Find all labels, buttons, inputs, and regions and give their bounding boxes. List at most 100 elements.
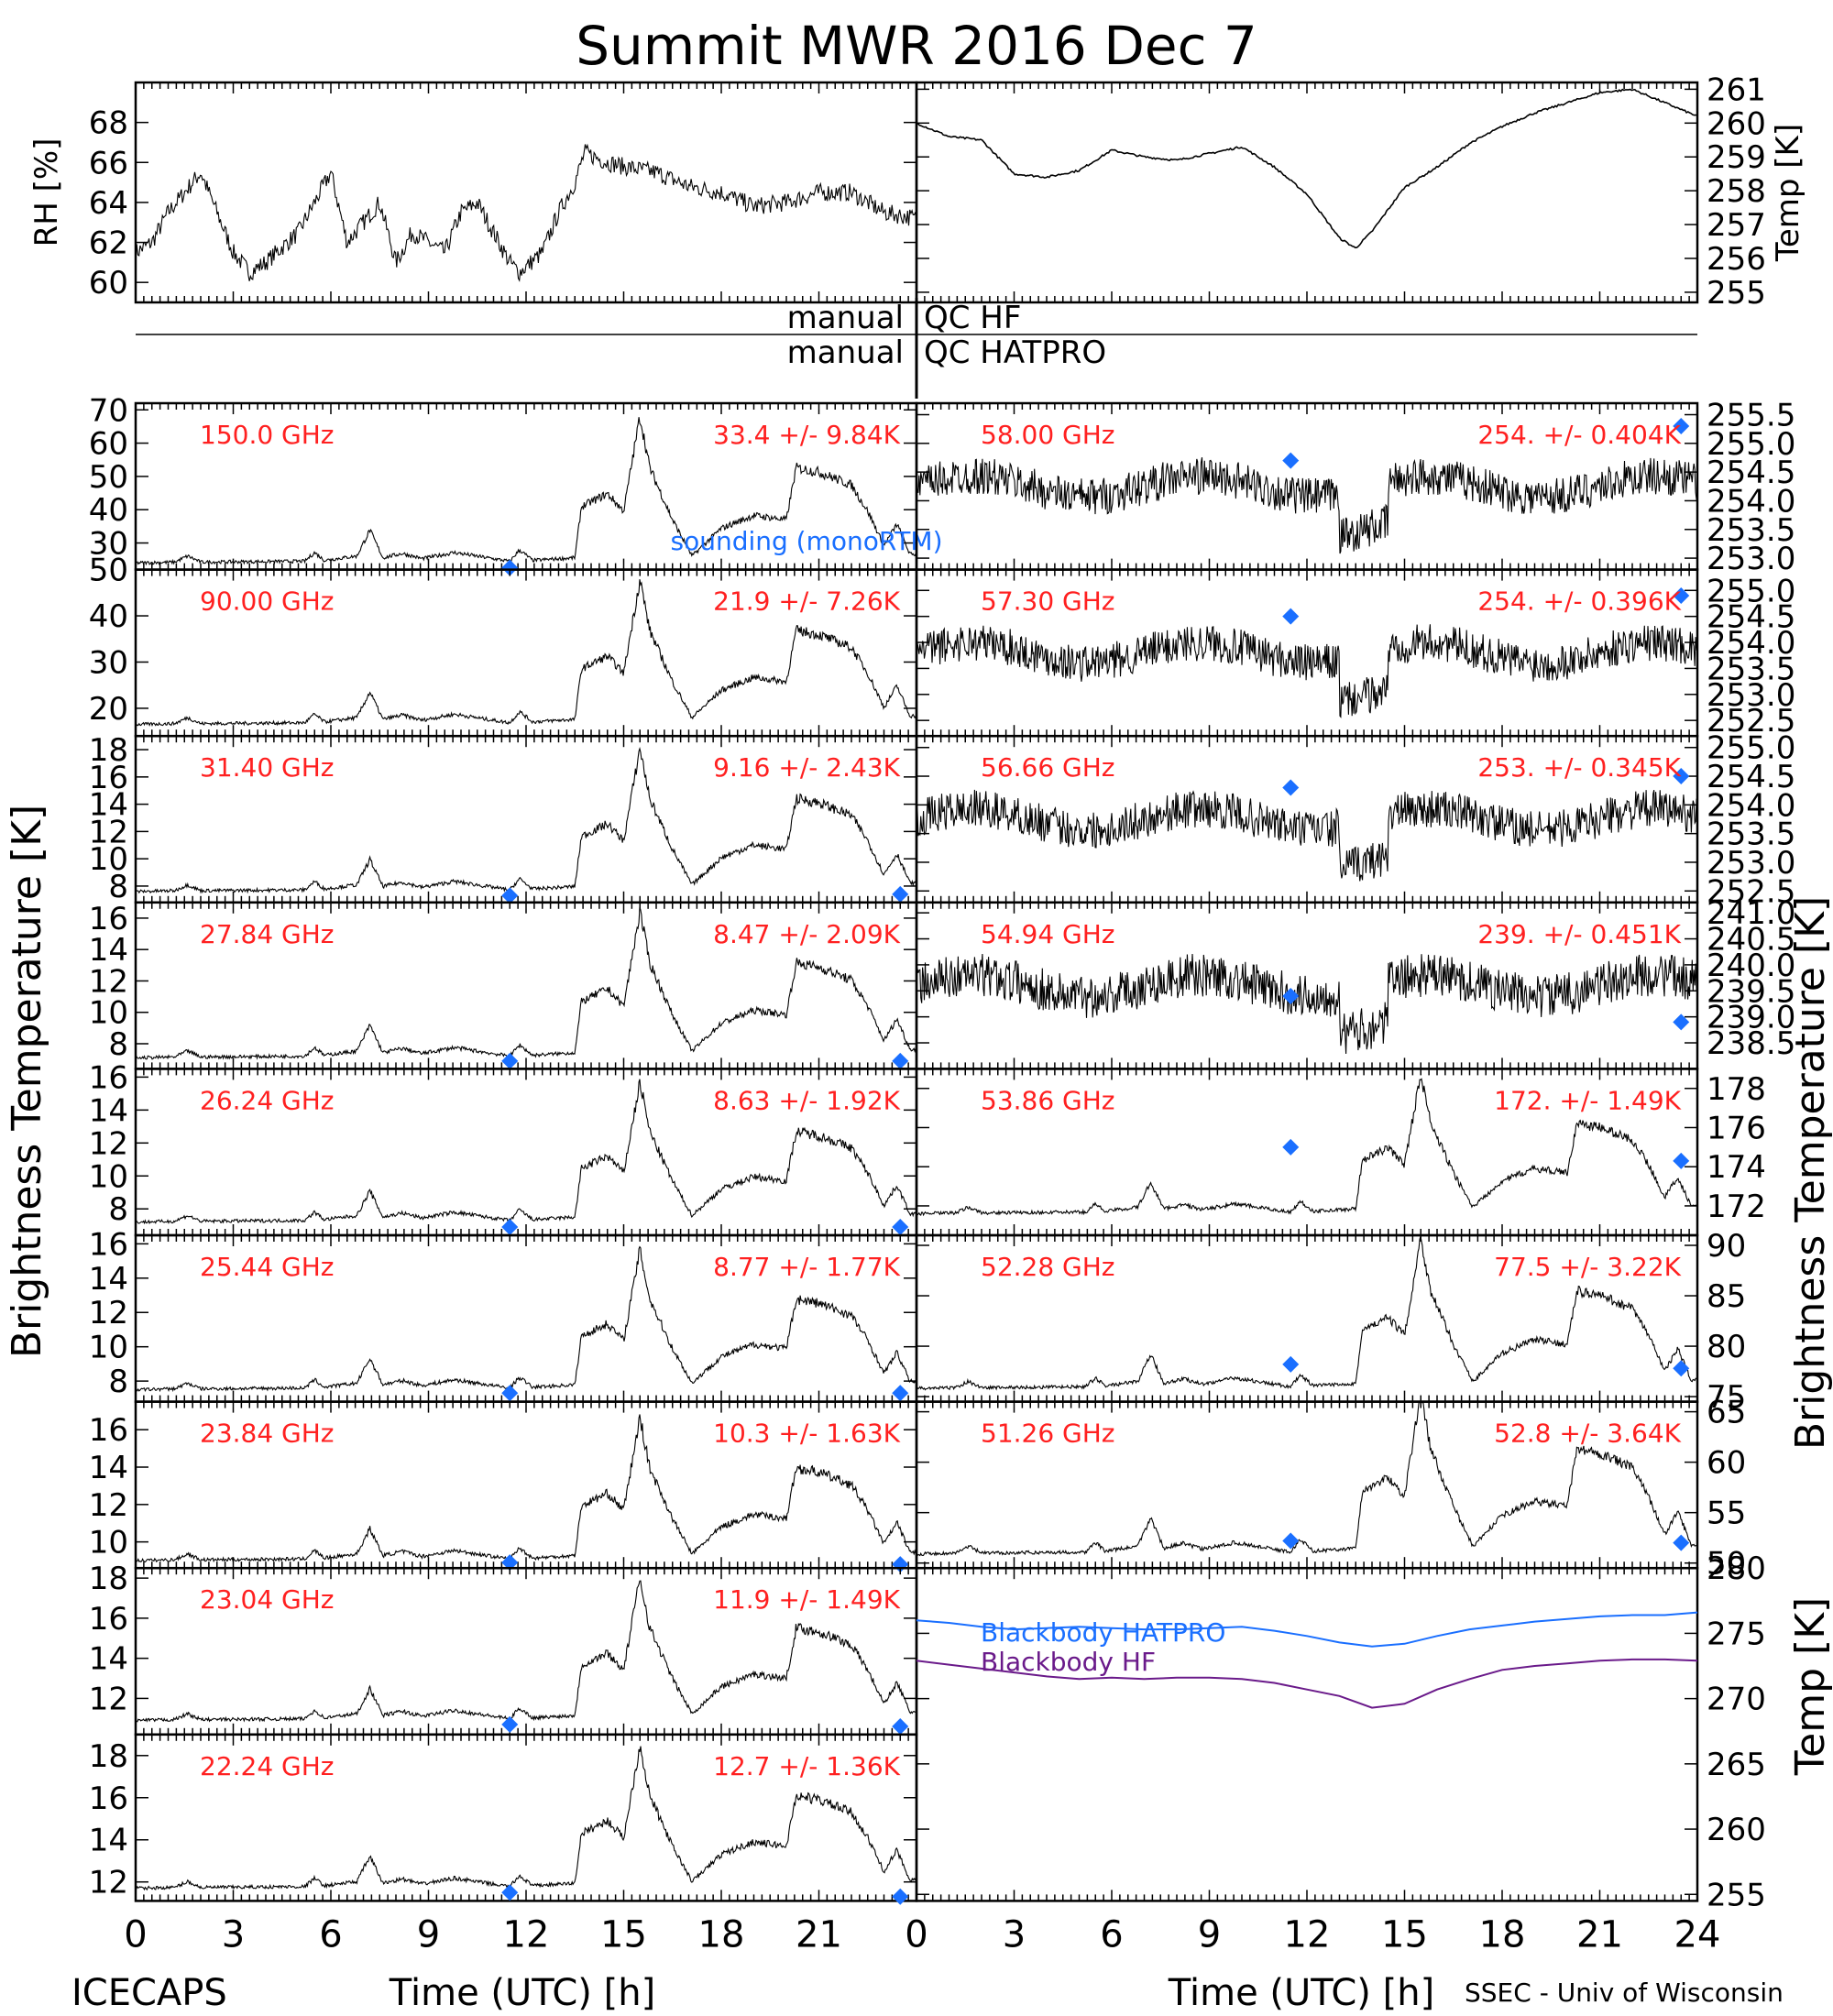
right-panel-4-y-tick-label: 238.5 [1707, 1025, 1795, 1062]
left-panel-1-trace [135, 417, 917, 566]
temp-frame [915, 81, 1699, 304]
right-panel-6-y-tick-label: 85 [1707, 1278, 1746, 1315]
blackbody-y-tick-label: 275 [1707, 1616, 1766, 1652]
right-panel-4-channel-label: 54.94 GHz [981, 919, 1115, 949]
x-tick-label: 24 [1674, 1913, 1721, 1956]
left-panel-2-y-tick-label: 40 [89, 598, 128, 635]
right-panel-5-y-tick-label: 172 [1707, 1189, 1766, 1225]
x-tick-label: 3 [222, 1913, 245, 1956]
icecaps-footer: ICECAPS [71, 1972, 227, 2014]
left-panel-3-y-tick-label: 10 [89, 841, 128, 878]
left-panel-9-y-tick-label: 18 [89, 1738, 128, 1775]
left-panel-3-sounding-marker [892, 885, 909, 903]
left-panel-7-trace [135, 1414, 917, 1563]
left-panel-8-sounding-marker [501, 1715, 519, 1733]
right-panel-4-y-tick-label: 239.0 [1707, 1000, 1795, 1036]
right-panel-3-y-tick-label: 255.0 [1707, 730, 1795, 767]
right-panel-1-y-tick-label: 253.5 [1707, 512, 1795, 549]
left-panel-6-stats-label: 8.77 +/- 1.77K [713, 1252, 900, 1282]
right-panel-1-channel-label: 58.00 GHz [981, 420, 1115, 450]
rh-y-tick-label: 68 [89, 105, 128, 142]
right-panel-5-y-tick-label: 174 [1707, 1149, 1766, 1186]
left-panel-9: 12 14 16 18 22.24 GHz 12.7 +/- 1.36K [89, 1733, 918, 1905]
right-panel-3-y-tick-label: 254.0 [1707, 787, 1795, 824]
left-panel-2-trace [135, 579, 917, 727]
right-panel-5-trace [916, 1078, 1698, 1217]
left-panel-2-y-tick-label: 20 [89, 691, 128, 728]
right-panel-3-y-tick-label: 253.0 [1707, 845, 1795, 882]
right-panel-3-y-tick-label: 253.5 [1707, 816, 1795, 853]
left-panel-9-y-tick-label: 12 [89, 1865, 128, 1901]
left-panel-3-y-tick-label: 18 [89, 732, 128, 769]
x-axis-label-left: Time (UTC) [h] [389, 1972, 655, 2014]
left-panel-9-y-tick-label: 16 [89, 1780, 128, 1817]
right-panel-2-y-tick-label: 253.0 [1707, 677, 1795, 714]
qc-hf-right-label: QC HF [924, 300, 1021, 336]
left-panel-3-sounding-marker [501, 887, 519, 904]
right-panel-6-trace [916, 1235, 1698, 1391]
left-panel-9-channel-label: 22.24 GHz [200, 1751, 335, 1781]
right-panel-5-sounding-marker [1673, 1152, 1690, 1169]
right-panel-4-trace [916, 953, 1698, 1055]
temp-y-axis-label: Temp [K] [1770, 124, 1806, 262]
rh-y-axis-label: RH [%] [28, 138, 65, 247]
left-panel-2-y-tick-label: 30 [89, 644, 128, 681]
temp-y-tick-label: 257 [1707, 207, 1766, 244]
right-panel-3-sounding-marker [1673, 768, 1690, 785]
left-panel-5-sounding-marker [501, 1219, 519, 1236]
right-panel-6-channel-label: 52.28 GHz [981, 1252, 1115, 1282]
left-panel-8-y-tick-label: 14 [89, 1641, 128, 1678]
left-panel-2: 20 30 40 50 90.00 GHz 21.9 +/- 7.26K [89, 553, 918, 738]
right-panel-7: 50 55 60 65 51.26 GHz 52.8 +/- 3.64K [915, 1395, 1746, 1583]
left-panel-5-y-tick-label: 10 [89, 1158, 128, 1195]
right-panel-2-y-tick-label: 252.5 [1707, 703, 1795, 740]
left-panel-9-sounding-marker [892, 1888, 909, 1905]
right-panel-1-stats-label: 254. +/- 0.404K [1477, 420, 1681, 450]
left-panel-3-y-tick-label: 16 [89, 760, 128, 796]
left-panel-7-y-tick-label: 10 [89, 1525, 128, 1561]
left-panel-3-y-tick-label: 14 [89, 787, 128, 824]
left-panel-8-stats-label: 11.9 +/- 1.49K [713, 1584, 900, 1615]
right-panel-6-y-tick-label: 75 [1707, 1379, 1746, 1416]
right-panel-6-sounding-marker [1282, 1355, 1300, 1373]
right-panel-5-stats-label: 172. +/- 1.49K [1494, 1085, 1681, 1115]
blackbody-hatpro-line [916, 1611, 1698, 1648]
right-panel-7-sounding-marker [1282, 1532, 1300, 1550]
blackbody-y-axis-label: Temp [K] [1787, 1597, 1833, 1776]
right-panel-2-sounding-marker [1282, 608, 1300, 625]
left-panel-8-y-tick-label: 16 [89, 1601, 128, 1638]
left-panel-3-channel-label: 31.40 GHz [200, 752, 335, 783]
left-panel-4-trace [135, 906, 917, 1060]
left-panel-4-channel-label: 27.84 GHz [200, 919, 335, 949]
right-panel-4-sounding-marker [1673, 1013, 1690, 1031]
x-axis-label-right: Time (UTC) [h] [1168, 1972, 1434, 2014]
left-panel-8-y-tick-label: 18 [89, 1561, 128, 1597]
right-panel-7-stats-label: 52.8 +/- 3.64K [1494, 1419, 1681, 1449]
right-panel-4-y-tick-label: 239.5 [1707, 973, 1795, 1010]
left-panel-7-y-tick-label: 16 [89, 1412, 128, 1449]
x-tick-label: 18 [1479, 1913, 1526, 1956]
right-panel-6-stats-label: 77.5 +/- 3.22K [1494, 1252, 1681, 1282]
right-panel-5-y-tick-label: 176 [1707, 1110, 1766, 1146]
left-panel-8-trace [135, 1580, 917, 1723]
x-tick-label: 15 [1381, 1913, 1428, 1956]
left-panel-2-y-tick-label: 50 [89, 553, 128, 589]
right-panel-2-sounding-marker [1673, 586, 1690, 604]
right-panel-7-trace [916, 1402, 1698, 1557]
left-panel-7-channel-label: 23.84 GHz [200, 1419, 335, 1449]
left-panel-7-y-tick-label: 12 [89, 1487, 128, 1524]
right-panel-2-y-tick-label: 255.0 [1707, 573, 1795, 609]
left-panel-8-channel-label: 23.04 GHz [200, 1584, 335, 1615]
right-panel-1-trace [916, 457, 1698, 554]
x-tick-label: 21 [796, 1913, 842, 1956]
left-panel-3-trace [135, 746, 917, 894]
chart-title: Summit MWR 2016 Dec 7 [576, 15, 1257, 77]
left-panel-8-sounding-marker [892, 1718, 909, 1736]
